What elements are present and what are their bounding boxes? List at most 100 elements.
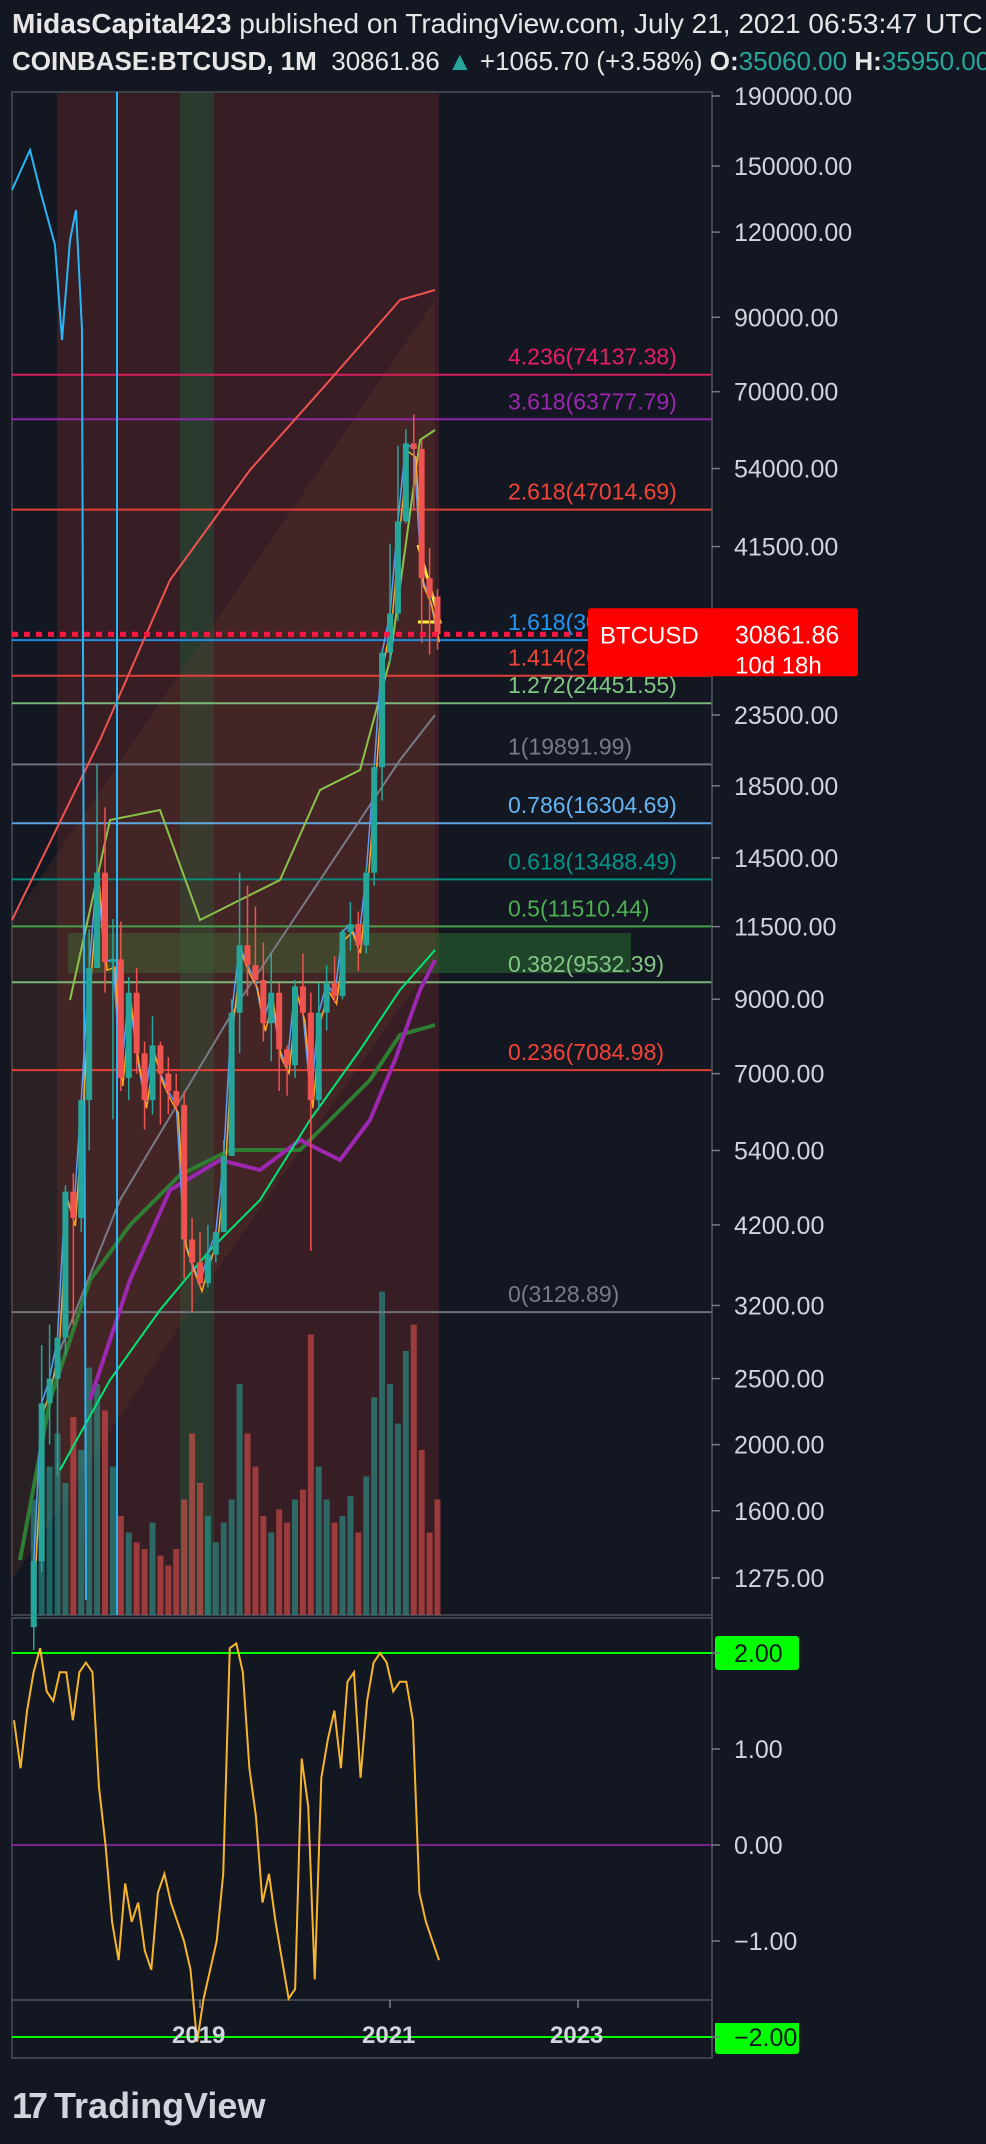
fib-price-close: ) xyxy=(669,792,677,818)
candle-body xyxy=(212,1232,219,1255)
oscillator-overlay-line xyxy=(11,146,87,1601)
candle-body xyxy=(252,965,259,981)
price-tick-label: 4200.00 xyxy=(734,1212,824,1240)
price-tick-label: 3200.00 xyxy=(734,1292,824,1320)
volume-bar xyxy=(46,1466,53,1615)
candle-body xyxy=(197,1262,203,1284)
price-tick-label: 41500.00 xyxy=(734,534,838,562)
time-tick-label: 2023 xyxy=(550,2022,603,2049)
volume-bar xyxy=(323,1499,330,1615)
candle-body xyxy=(220,1156,227,1233)
fib-price: 74137.38 xyxy=(573,344,669,370)
volume-bar xyxy=(355,1532,362,1615)
price-axis[interactable]: 1275.00 1600.00 2000.00 2500.00 3200.00 4200.… xyxy=(711,83,852,2058)
volume-bar xyxy=(394,1423,401,1615)
volume-bar xyxy=(418,1450,425,1615)
fib-level-label: 1(19891.99) xyxy=(508,733,632,759)
fib-price: 9532.39 xyxy=(573,951,656,977)
candle-body xyxy=(157,1045,164,1074)
fib-price-close: ) xyxy=(624,733,632,759)
volume-bar xyxy=(149,1522,156,1615)
fib-ratio: 0.618 xyxy=(508,848,566,874)
up-arrow-icon: ▲ xyxy=(446,46,473,76)
fib-ratio: 0.786 xyxy=(508,792,566,818)
price-change: +1065.70 (+3.58%) xyxy=(479,46,703,76)
volume-bar xyxy=(197,1483,203,1615)
fib-price-open: ( xyxy=(566,672,574,698)
fib-price-close: ) xyxy=(656,951,664,977)
volume-bar xyxy=(434,1499,441,1615)
current-price-tag-bg xyxy=(588,608,858,677)
volume-bar xyxy=(307,1334,314,1615)
volume-bar xyxy=(363,1476,370,1615)
price-tick-label: 54000.00 xyxy=(734,456,838,484)
volume-bar xyxy=(339,1516,346,1615)
volume-bar xyxy=(70,1417,77,1615)
fib-ratio: 2.618 xyxy=(508,479,566,505)
fib-price: 19891.99 xyxy=(528,733,624,759)
osc-tick-label: 0.00 xyxy=(734,1832,783,1860)
fib-price: 7084.98 xyxy=(573,1039,656,1065)
time-axis[interactable]: 2019 2021 2023 xyxy=(172,2000,603,2049)
tradingview-logo[interactable]: 17 TradingView xyxy=(12,2085,265,2127)
candle-body xyxy=(394,521,401,614)
osc-tick-label: 1.00 xyxy=(734,1736,783,1764)
volume-bar xyxy=(292,1499,298,1615)
candle-body xyxy=(46,1378,53,1404)
osc-tick-label: −1.00 xyxy=(734,1928,797,1956)
fib-price-open: ( xyxy=(566,848,574,874)
candle-body xyxy=(371,767,378,873)
candle-body xyxy=(339,931,346,996)
volume-bar xyxy=(252,1466,259,1615)
fib-level-label: 0.5(11510.44) xyxy=(508,895,650,921)
price-tick-label: 9000.00 xyxy=(734,986,824,1014)
fib-price-open: ( xyxy=(521,1281,529,1307)
candle-body xyxy=(307,1012,314,1101)
volume-bar xyxy=(125,1532,132,1615)
volume-bar xyxy=(94,1384,101,1615)
fib-price-open: ( xyxy=(521,733,529,759)
candle-body xyxy=(165,1073,172,1092)
fib-level-label: 0(3128.89) xyxy=(508,1281,619,1307)
fib-ratio: 1 xyxy=(508,733,521,759)
candle-body xyxy=(284,1049,291,1066)
author-name[interactable]: MidasCapital423 xyxy=(12,8,232,39)
volume-bar xyxy=(189,1433,196,1615)
volume-bar xyxy=(284,1522,291,1615)
fib-price-open: ( xyxy=(566,479,574,505)
current-price-tag: BTCUSD 30861.86 10d 18h xyxy=(12,608,858,679)
price-tick-label: 2500.00 xyxy=(734,1366,824,1394)
chart-title: MidasCapital423 published on TradingView… xyxy=(12,8,986,40)
fib-ratio: 0 xyxy=(508,1281,521,1307)
fib-price-close: ) xyxy=(669,848,677,874)
candle-body xyxy=(268,992,275,1024)
volume-bar xyxy=(54,1433,61,1615)
accumulation-zone-shading xyxy=(180,93,214,1614)
volume-bar xyxy=(109,1466,116,1615)
open-value: 35060.00 xyxy=(738,46,848,76)
fib-level-label: 3.618(63777.79) xyxy=(508,388,677,414)
price-tick-label: 7000.00 xyxy=(734,1061,824,1089)
fib-level-label: 4.236(74137.38) xyxy=(508,344,677,370)
fib-price: 63777.79 xyxy=(573,388,669,414)
candle-body xyxy=(54,1337,61,1379)
candle-body xyxy=(347,924,354,932)
candlesticks xyxy=(30,414,441,1650)
price-tick-label: 5400.00 xyxy=(734,1138,824,1166)
candle-body xyxy=(204,1254,211,1284)
fib-price: 13488.49 xyxy=(573,848,669,874)
candle-body xyxy=(434,596,441,635)
last-price: 30861.86 xyxy=(331,46,440,76)
ma-grey-line xyxy=(59,714,436,1351)
volume-bar xyxy=(228,1499,235,1615)
fib-price: 47014.69 xyxy=(573,479,669,505)
price-tick-label: 23500.00 xyxy=(734,702,838,730)
volume-bar xyxy=(387,1384,393,1615)
volume-bar xyxy=(244,1433,251,1615)
price-tag-value: 30861.86 xyxy=(735,621,839,649)
candle-body xyxy=(228,1012,235,1157)
tradingview-logo-icon: 17 xyxy=(12,2085,48,2126)
candle-body xyxy=(173,1091,180,1105)
candle-body xyxy=(292,986,298,1066)
